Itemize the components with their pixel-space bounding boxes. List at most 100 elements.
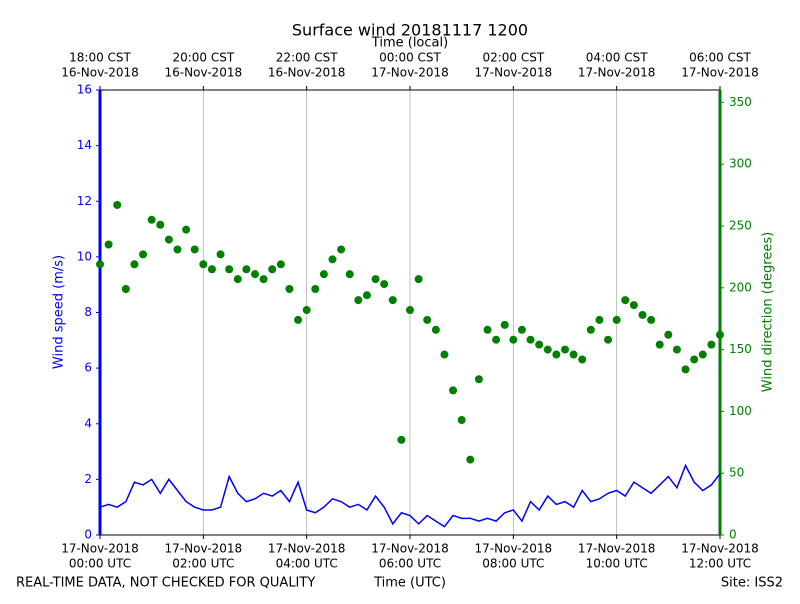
direction-point — [233, 275, 242, 284]
direction-point — [251, 270, 259, 279]
x-tick-label: 02:00 UTC — [172, 557, 234, 571]
footer-left: REAL-TIME DATA, NOT CHECKED FOR QUALITY — [16, 576, 315, 591]
direction-point — [337, 245, 346, 254]
y-tick-label: 4 — [84, 416, 92, 430]
x2-tick-label: 17-Nov-2018 — [371, 66, 449, 80]
direction-point — [276, 260, 285, 269]
direction-point — [285, 285, 294, 294]
x-axis-label: Time (UTC) — [373, 576, 446, 591]
direction-point — [311, 285, 320, 294]
x2-tick-label: 17-Nov-2018 — [681, 66, 759, 80]
direction-point — [578, 355, 587, 364]
direction-point — [242, 265, 251, 274]
direction-point — [302, 306, 311, 315]
direction-point — [268, 265, 277, 274]
direction-point — [612, 315, 621, 324]
direction-point — [655, 340, 664, 349]
direction-point — [380, 280, 389, 289]
direction-point — [104, 240, 113, 249]
x2-tick-label: 18:00 CST — [69, 51, 131, 65]
direction-point — [595, 315, 604, 324]
direction-point — [362, 291, 371, 300]
x-tick-label: 17-Nov-2018 — [475, 542, 553, 556]
direction-point — [707, 340, 716, 349]
y-tick-label: 16 — [77, 83, 92, 97]
direction-point — [561, 345, 569, 354]
y-axis-label: Wind speed (m/s) — [52, 255, 67, 369]
direction-point — [190, 245, 199, 254]
y-tick-label: 12 — [77, 194, 92, 208]
direction-point — [681, 365, 690, 374]
x2-axis-label: Time (local) — [371, 36, 448, 51]
y2-tick-label: 150 — [729, 342, 752, 356]
direction-point — [423, 315, 432, 324]
direction-point — [535, 340, 544, 349]
direction-point — [345, 270, 354, 279]
direction-point — [431, 325, 440, 334]
direction-point — [483, 325, 492, 334]
y2-tick-label: 300 — [729, 157, 752, 171]
direction-point — [96, 260, 104, 269]
direction-point — [466, 455, 475, 464]
direction-point — [629, 301, 638, 310]
direction-point — [664, 330, 673, 339]
direction-point — [690, 355, 699, 364]
direction-point — [130, 260, 139, 269]
y2-tick-label: 350 — [729, 95, 752, 109]
direction-point — [552, 350, 561, 359]
direction-point — [543, 345, 552, 354]
x-tick-label: 17-Nov-2018 — [371, 542, 449, 556]
x2-tick-label: 04:00 CST — [586, 51, 648, 65]
x2-tick-label: 17-Nov-2018 — [578, 66, 656, 80]
y2-tick-label: 0 — [729, 528, 737, 542]
direction-point — [526, 335, 535, 344]
y-tick-label: 6 — [84, 361, 92, 375]
x2-tick-label: 22:00 CST — [276, 51, 338, 65]
y-tick-label: 2 — [84, 472, 92, 486]
direction-point — [517, 325, 526, 334]
direction-point — [414, 275, 423, 284]
direction-point — [328, 255, 337, 264]
y-tick-label: 8 — [84, 305, 92, 319]
direction-point — [397, 435, 406, 444]
x-tick-label: 06:00 UTC — [379, 557, 441, 571]
direction-point — [354, 296, 363, 305]
direction-point — [216, 250, 225, 259]
direction-point — [121, 285, 130, 294]
footer-right: Site: ISS2 — [721, 576, 783, 591]
x2-tick-label: 20:00 CST — [172, 51, 234, 65]
y2-tick-label: 50 — [729, 466, 744, 480]
x2-tick-label: 02:00 CST — [482, 51, 544, 65]
y2-axis-label: Wind direction (degrees) — [761, 232, 776, 392]
direction-point — [647, 315, 656, 324]
direction-point — [199, 260, 208, 269]
y2-tick-label: 100 — [729, 404, 752, 418]
direction-point — [182, 225, 191, 234]
direction-point — [672, 345, 681, 354]
y2-tick-label: 250 — [729, 218, 752, 232]
x2-tick-label: 16-Nov-2018 — [61, 66, 139, 80]
x-tick-label: 08:00 UTC — [482, 557, 544, 571]
direction-point — [509, 335, 518, 344]
direction-point — [156, 220, 165, 229]
x2-tick-label: 16-Nov-2018 — [268, 66, 346, 80]
direction-point — [440, 350, 449, 359]
direction-point — [638, 310, 647, 319]
speed-line — [99, 463, 721, 528]
direction-point — [621, 296, 630, 305]
direction-point — [113, 200, 122, 209]
y-tick-label: 0 — [84, 528, 92, 542]
x2-tick-label: 17-Nov-2018 — [475, 66, 553, 80]
direction-point — [500, 320, 509, 329]
direction-point — [139, 250, 148, 259]
direction-point — [474, 375, 483, 384]
x2-tick-label: 16-Nov-2018 — [165, 66, 243, 80]
y-tick-label: 14 — [77, 138, 92, 152]
x2-tick-label: 00:00 CST — [379, 51, 441, 65]
direction-point — [449, 386, 458, 395]
x-tick-label: 17-Nov-2018 — [681, 542, 759, 556]
direction-point — [586, 325, 595, 334]
direction-point — [388, 296, 397, 305]
